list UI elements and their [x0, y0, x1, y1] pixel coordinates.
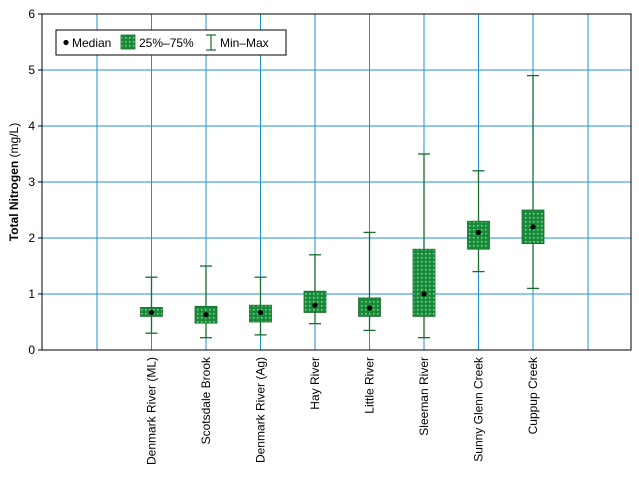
grid-lines [42, 13, 631, 351]
iqr-box [412, 248, 436, 317]
box-item [194, 265, 218, 339]
legend-median-marker [63, 39, 69, 46]
legend-range-label: Min–Max [220, 36, 269, 50]
legend-range-icon [206, 34, 216, 51]
box-item [140, 276, 163, 334]
median-marker [366, 305, 373, 311]
y-axis-label-title: Total Nitrogen [7, 161, 21, 241]
legend-iqr-swatch [120, 34, 136, 50]
box-item [358, 231, 381, 332]
box-series [140, 74, 545, 339]
y-tick-label: 2 [28, 231, 35, 245]
median-marker [530, 224, 536, 230]
category-label: Denmark River (ML) [145, 357, 159, 465]
box-item [303, 254, 327, 325]
box-item [467, 170, 490, 273]
box-item [521, 74, 545, 290]
legend-median-label: Median [72, 36, 111, 50]
y-tick-label: 0 [28, 343, 35, 357]
legend: Median 25%–75% Min–Max [55, 29, 287, 56]
median-marker [257, 309, 264, 316]
y-axis-label: Total Nitrogen (mg/L) [7, 123, 21, 241]
y-tick-label: 5 [28, 63, 35, 77]
category-label: Cuppup Creek [526, 356, 540, 434]
iqr-box [303, 290, 327, 313]
median-marker [312, 302, 318, 308]
median-marker [475, 229, 482, 235]
y-tick-label: 3 [28, 175, 35, 189]
box-item [412, 153, 436, 339]
category-label: Scotsdale Brook [199, 356, 213, 444]
median-marker [203, 312, 209, 318]
y-axis-ticks: 0 1 2 3 4 5 6 [28, 7, 42, 357]
category-label: Hay River [308, 357, 322, 410]
iqr-box [467, 220, 490, 250]
legend-iqr-label: 25%–75% [139, 36, 194, 50]
category-label: Little River [363, 357, 377, 414]
category-label: Sunny Glenn Creek [472, 356, 486, 462]
category-label: Denmark River (Ag) [254, 357, 268, 463]
x-axis-category-labels: Denmark River (ML) Scotsdale Brook Denmark… [145, 356, 541, 465]
y-tick-label: 6 [28, 7, 35, 21]
y-tick-label: 4 [28, 119, 35, 133]
box-item [249, 276, 272, 336]
median-marker [421, 291, 427, 297]
category-label: Sleeman River [417, 357, 431, 436]
median-marker [148, 309, 155, 316]
legend-frame [55, 29, 287, 56]
y-tick-label: 1 [28, 287, 35, 301]
y-axis-label-unit: (mg/L) [7, 123, 21, 161]
